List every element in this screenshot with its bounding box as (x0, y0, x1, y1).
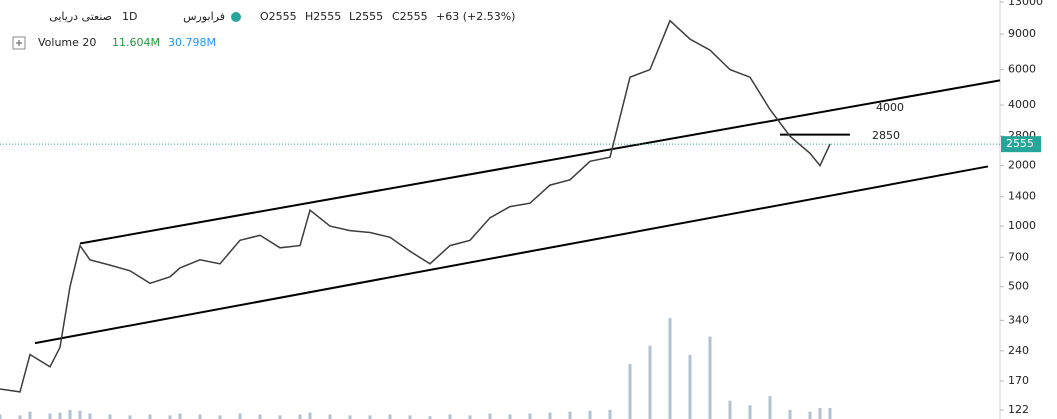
y-tick-label: 9000 (1008, 27, 1036, 40)
y-tick-label: 122 (1008, 403, 1029, 416)
volume-bar (0, 414, 2, 419)
volume-bar (328, 414, 332, 419)
y-tick-label: 13000 (1008, 0, 1043, 8)
volume-bar (168, 415, 172, 419)
trend-line (79, 79, 1001, 245)
volume-bar (388, 414, 392, 419)
interval: 1D (122, 10, 137, 23)
collapse-button[interactable] (12, 36, 26, 50)
volume-bar (148, 414, 152, 419)
volume-bar (768, 396, 772, 419)
y-tick-label: 500 (1008, 280, 1029, 293)
last-price-label: 2555 (1006, 137, 1034, 150)
y-tick-label: 2000 (1008, 159, 1036, 172)
volume-bar (508, 414, 512, 419)
y-tick-label: 170 (1008, 374, 1029, 387)
volume-bar (408, 415, 412, 419)
volume-bar (488, 413, 492, 419)
volume-bar (178, 413, 182, 419)
volume-bar (688, 354, 692, 419)
volume-bar (348, 415, 352, 419)
volume-bar (308, 412, 312, 419)
volume-bar (18, 415, 22, 419)
last-price-box (1001, 136, 1041, 153)
volume-bar (828, 408, 832, 419)
y-tick-label: 1400 (1008, 190, 1036, 203)
volume-bar (68, 409, 72, 419)
volume-ma: 30.798M (168, 36, 216, 49)
y-tick-label: 6000 (1008, 63, 1036, 76)
annotation: 2850 (872, 129, 900, 142)
volume-bar (368, 415, 372, 419)
volume-bar (448, 414, 452, 419)
y-tick-label: 700 (1008, 250, 1029, 263)
volume-bar (568, 411, 572, 419)
y-tick-label: 240 (1008, 344, 1029, 357)
volume-bar (88, 413, 92, 419)
y-tick-label: 4000 (1008, 98, 1036, 111)
volume-bar (808, 411, 812, 419)
volume-bar (298, 414, 302, 419)
open: O2555 (260, 10, 297, 23)
volume-bar (628, 364, 632, 419)
volume-bar (548, 412, 552, 419)
volume-bar (608, 409, 612, 419)
volume-bar (218, 415, 222, 419)
volume-bar (58, 412, 62, 419)
volume-bar (788, 409, 792, 419)
collapse-icon (16, 40, 22, 46)
volume-bar (728, 400, 732, 419)
volume-bar (748, 405, 752, 419)
low: L2555 (349, 10, 383, 23)
volume-bar (468, 415, 472, 419)
volume-bar (818, 408, 822, 419)
volume-label: Volume 20 (38, 36, 96, 49)
volume-value: 11.604M (112, 36, 160, 49)
volume-bar (668, 318, 672, 419)
high: H2555 (305, 10, 341, 23)
exchange: فرابورس (183, 10, 225, 23)
volume-bar (78, 410, 82, 419)
volume-bar (708, 336, 712, 419)
volume-bar (278, 415, 282, 419)
volume-bar (28, 411, 32, 419)
trend-line (34, 165, 989, 345)
volume-bar (648, 345, 652, 419)
volume-bar (588, 410, 592, 419)
close: C2555 (392, 10, 428, 23)
price-line (0, 19, 831, 393)
volume-bar (198, 414, 202, 419)
volume-bar (48, 413, 52, 419)
volume-bar (128, 415, 132, 419)
volume-bar (258, 414, 262, 419)
symbol-name: صنعتی دریایی (49, 10, 112, 23)
volume-bar (238, 413, 242, 419)
status-dot (231, 12, 241, 22)
change: +63 (+2.53%) (436, 10, 515, 23)
volume-bar (108, 414, 112, 419)
volume-bar (528, 413, 532, 419)
volume-bar (428, 416, 432, 419)
y-tick-label: 340 (1008, 313, 1029, 326)
annotation: 4000 (876, 101, 904, 114)
y-tick-label: 1000 (1008, 219, 1036, 232)
